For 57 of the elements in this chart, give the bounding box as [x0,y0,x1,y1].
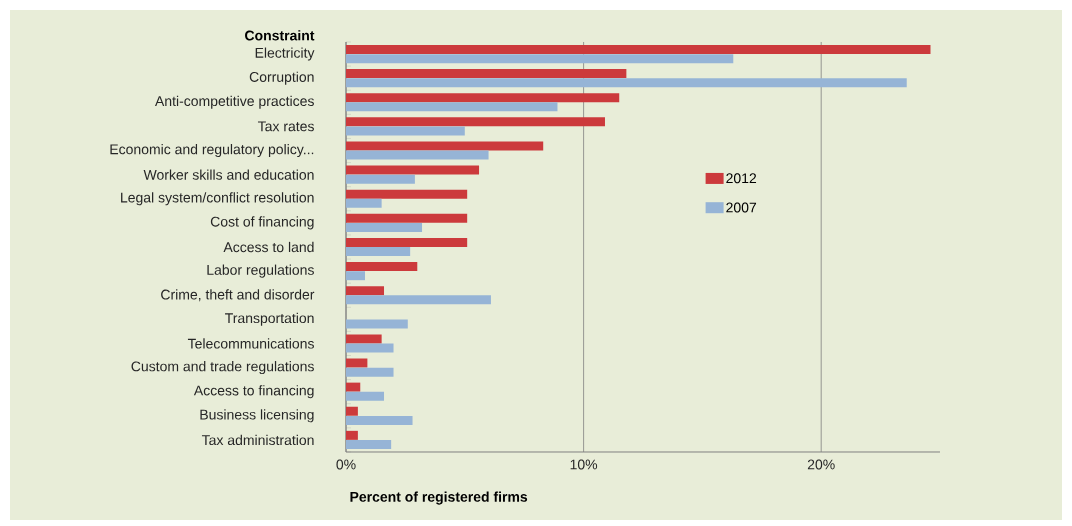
bar [346,391,385,401]
bar [346,237,468,247]
bar [346,222,423,232]
y-tick-label: Corruption [249,71,314,85]
bar [346,198,382,208]
bar [346,415,413,425]
bar [346,319,408,329]
y-tick-label: Custom and trade regulations [131,361,314,375]
bar [346,334,382,344]
bar [346,286,385,296]
y-tick-label: Tax administration [201,434,314,446]
bar [346,382,361,392]
bar [346,367,394,377]
bar [346,78,907,88]
bar [346,295,491,305]
bar [346,141,544,151]
bar [346,358,368,368]
y-tick-label: Anti-competitive practices [155,95,314,109]
x-tick-label: 20% [807,459,835,470]
bar [346,189,468,199]
y-tick-label: Business licensing [200,409,314,423]
y-tick-label: Electricity [255,47,315,61]
y-tick-label: Worker skills and education [143,169,314,180]
bar [346,213,468,223]
x-axis-title: Percent of registered firms [350,491,528,505]
y-tick-label: Crime, theft and disorder [161,289,315,302]
bar [346,440,392,450]
bar [346,117,605,127]
y-tick-label: Transportation [225,312,314,326]
bar [346,69,627,79]
legend-label: 2007 [726,202,757,213]
bar [346,54,734,64]
y-tick-label: Access to land [223,241,314,253]
y-tick-label: Tax rates [257,121,314,132]
y-tick-label: Cost of financing [210,216,314,230]
bar [346,165,480,175]
bar [346,93,620,103]
y-tick-label: Access to financing [193,385,314,399]
bar [346,150,489,160]
x-tick-label: 10% [570,459,598,470]
y-tick-label: Legal system/conflict resolution [121,192,314,206]
legend-label: 2012 [726,173,757,184]
y-axis-title: Constraint [245,30,315,41]
bar [346,102,558,112]
x-tick-label: 0% [336,459,356,470]
bar [346,406,358,416]
y-tick-label: Telecommunications [187,338,314,349]
bar [346,343,394,353]
bar [346,174,415,184]
y-tick-label: Labor regulations [207,264,314,278]
bar [346,271,366,281]
bar [346,430,358,440]
bar [346,262,418,272]
bar [346,44,931,54]
bar [346,247,411,257]
bar [346,126,465,136]
y-tick-label: Economic and regulatory policy... [110,144,314,158]
